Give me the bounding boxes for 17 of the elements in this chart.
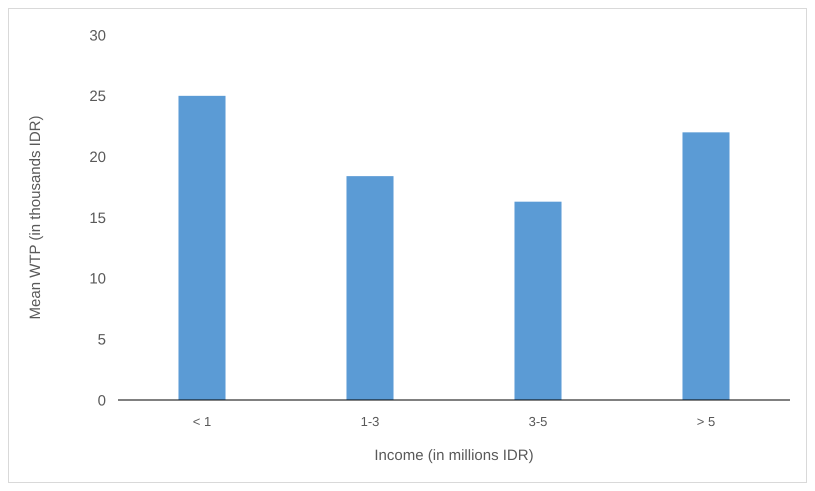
y-tick-label: 0 [98, 392, 106, 410]
y-tick-label: 10 [89, 270, 106, 288]
y-tick-label: 20 [89, 148, 106, 166]
bar [178, 96, 226, 400]
bar [514, 202, 562, 400]
x-axis-title: Income (in millions IDR) [374, 447, 534, 464]
y-tick-label: 15 [89, 210, 106, 227]
x-tick-label: 1-3 [360, 414, 380, 429]
y-tick-label: 25 [89, 88, 106, 106]
x-tick-label: > 5 [696, 414, 716, 429]
y-tick-label: 30 [89, 27, 106, 44]
y-axis-title: Mean WTP (in thousands IDR) [27, 116, 44, 320]
bar [682, 132, 730, 400]
y-tick-label: 5 [98, 331, 106, 348]
x-tick-label: 3-5 [528, 414, 548, 429]
x-tick-label: < 1 [192, 414, 212, 429]
bar [346, 176, 394, 400]
